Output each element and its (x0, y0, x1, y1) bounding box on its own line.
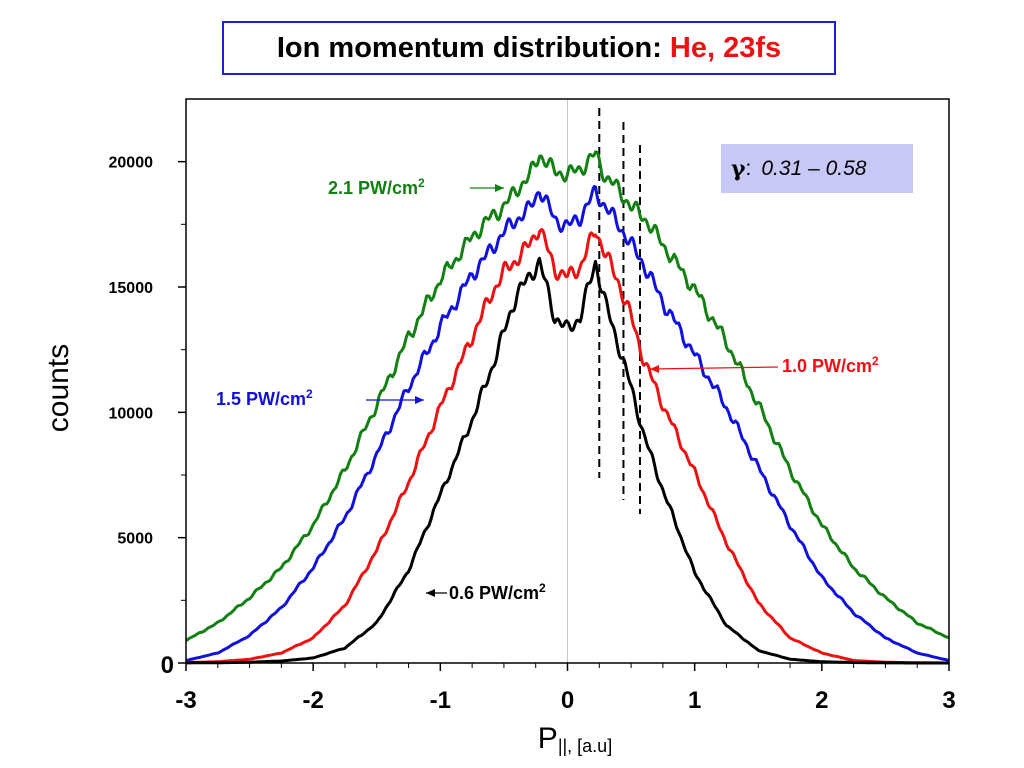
series-label-arrow-2 (649, 366, 779, 370)
x-axis-label: P||, [a.u] (538, 722, 612, 756)
series-label-text: 2.1 PW/cm (328, 178, 418, 198)
y-tick-label: 15000 (109, 280, 154, 297)
series-line-3 (186, 256, 949, 665)
series-label-superscript: 2 (539, 581, 546, 595)
series-label-superscript: 2 (306, 387, 313, 401)
x-tick-label: 0 (561, 687, 574, 714)
series-line-2 (185, 228, 949, 665)
series-label-text: 1.5 PW/cm (216, 389, 306, 409)
x-tick-label: -2 (302, 687, 323, 714)
x-axis-label-main: P (538, 722, 558, 755)
series-label-2: 1.0 PW/cm2 (782, 354, 879, 376)
chart-title-box: Ion momentum distribution: He, 23fs (222, 21, 836, 75)
series-line-0 (185, 150, 950, 642)
x-tick-label: 2 (815, 687, 828, 714)
gamma-colon: : (745, 156, 752, 180)
chart-title-accent: He, 23fs (669, 31, 782, 64)
y-axis-label: counts (42, 344, 75, 432)
arrowhead-icon (415, 396, 424, 404)
series-label-superscript: 2 (418, 176, 425, 190)
arrowhead-icon (650, 365, 659, 373)
arrowhead-icon (426, 589, 435, 597)
gamma-range-box: γ : 0.31 – 0.58 (721, 144, 913, 193)
series-label-superscript: 2 (872, 354, 879, 368)
gamma-range-value: 0.31 – 0.58 (761, 156, 867, 180)
chart-title: Ion momentum distribution: (276, 31, 662, 64)
y-tick-label: 0 (161, 652, 174, 679)
x-tick-label: 3 (942, 687, 955, 714)
gamma-symbol: γ (731, 155, 746, 182)
x-tick-label: -3 (175, 687, 196, 714)
series-label-3: 0.6 PW/cm2 (449, 581, 546, 603)
series-label-text: 0.6 PW/cm (449, 583, 539, 603)
x-tick-label: 1 (688, 687, 701, 714)
series-line-1 (185, 184, 950, 662)
series-label-text: 1.0 PW/cm (782, 356, 872, 376)
y-tick-label: 5000 (117, 531, 153, 548)
x-axis-label-subscript: ||, [a.u] (558, 736, 612, 756)
y-tick-label: 10000 (109, 405, 154, 422)
series-label-1: 1.5 PW/cm2 (216, 387, 313, 409)
series-label-0: 2.1 PW/cm2 (328, 176, 425, 198)
arrowhead-icon (495, 184, 504, 192)
y-tick-label: 20000 (109, 155, 154, 172)
x-tick-label: -1 (430, 687, 451, 714)
